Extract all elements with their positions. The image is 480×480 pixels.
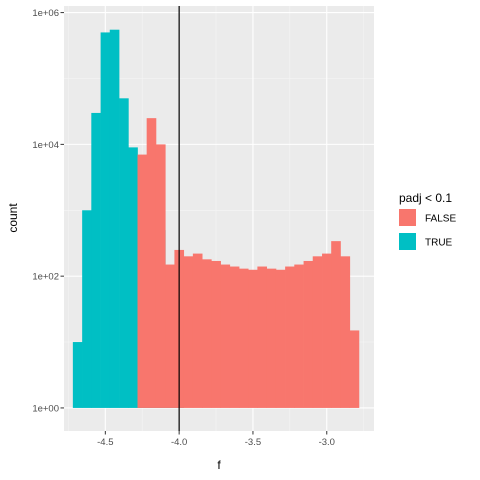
bar-false: [165, 264, 175, 408]
bar-false: [229, 266, 240, 408]
legend-title: padj < 0.1: [399, 191, 452, 205]
bar-false: [340, 256, 351, 408]
legend-key-false: [399, 209, 416, 226]
bar-true: [82, 210, 92, 408]
bar-false: [211, 260, 221, 408]
bar-false: [238, 268, 249, 408]
bar-false: [137, 154, 148, 408]
y-tick-label: 1e+06: [32, 8, 59, 19]
bar-false: [257, 266, 268, 408]
bar-false: [248, 269, 258, 408]
bar-true: [109, 29, 120, 408]
bar-false: [155, 144, 166, 408]
bar-false: [294, 264, 304, 408]
legend: padj < 0.1 FALSE TRUE: [399, 191, 456, 250]
bar-false: [312, 256, 323, 408]
x-tick-label: -3.5: [245, 437, 261, 448]
bar-true: [128, 147, 138, 408]
y-axis-ticks: 1e+00 1e+02 1e+04 1e+06: [32, 8, 64, 414]
legend-label-false: FALSE: [425, 214, 456, 225]
bar-false: [349, 330, 360, 408]
bar-false: [266, 268, 277, 408]
x-axis-ticks: -4.5 -4.0 -3.5 -3.0: [97, 431, 335, 448]
bar-true: [119, 98, 129, 408]
bar-false: [275, 269, 286, 408]
bar-false: [202, 259, 212, 408]
y-axis-title: count: [6, 203, 20, 233]
x-tick-label: -4.0: [171, 437, 187, 448]
bar-true: [91, 112, 101, 408]
bar-false: [220, 264, 231, 408]
y-tick-label: 1e+04: [32, 140, 59, 151]
legend-key-true: [399, 233, 416, 250]
bar-false: [192, 253, 203, 408]
bar-false: [285, 266, 295, 408]
bar-false: [303, 260, 314, 408]
y-tick-label: 1e+00: [32, 403, 59, 414]
x-tick-label: -3.0: [319, 437, 335, 448]
bar-true: [100, 32, 111, 408]
x-axis-title: f: [217, 458, 221, 472]
bar-false: [331, 241, 341, 408]
bar-false: [146, 118, 157, 408]
legend-label-true: TRUE: [425, 238, 453, 249]
y-tick-label: 1e+02: [32, 272, 59, 283]
bar-false: [183, 256, 194, 408]
bar-true: [72, 342, 83, 408]
bar-false: [322, 253, 332, 408]
x-tick-label: -4.5: [97, 437, 113, 448]
